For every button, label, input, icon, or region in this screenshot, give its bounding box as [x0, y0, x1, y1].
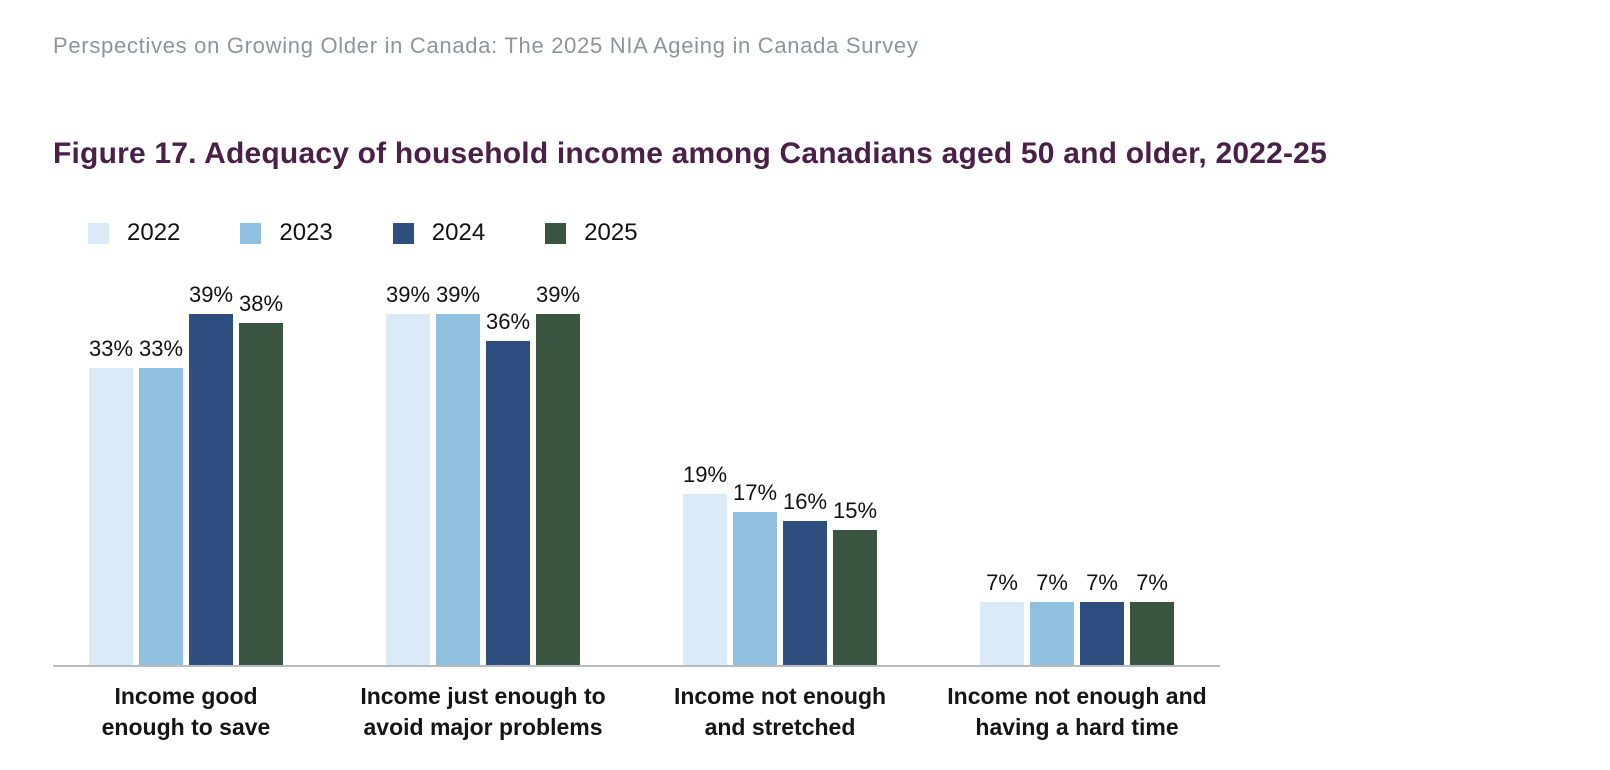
- bar-wrap-2023: 33%: [139, 336, 183, 665]
- bar-value-label: 15%: [832, 498, 878, 523]
- legend-label: 2022: [127, 219, 181, 246]
- bar-2022: [683, 494, 727, 665]
- legend-label: 2023: [279, 219, 333, 246]
- bar-wrap-2022: 7%: [980, 570, 1024, 665]
- legend-swatch-2022: [88, 222, 109, 244]
- legend-label: 2025: [584, 219, 638, 246]
- bar-wrap-2025: 39%: [536, 282, 580, 665]
- bar-2024: [486, 341, 530, 665]
- bar-2025: [239, 323, 283, 665]
- category-label-1: Income good enough to save: [101, 683, 271, 740]
- bar-2023: [139, 368, 183, 665]
- bar-group-2: 39% 39% 36% 39%: [386, 282, 580, 665]
- category-label-3: Income not enough and stretched: [673, 683, 887, 740]
- bar-wrap-2023: 39%: [436, 282, 480, 665]
- bar-value-label: 39%: [435, 282, 481, 307]
- bar-2025: [833, 530, 877, 665]
- bar-2025: [536, 314, 580, 665]
- bar-2022: [386, 314, 430, 665]
- legend-item-2022: 2022: [88, 219, 180, 247]
- chart-legend: 2022 2023 2024 2025: [88, 219, 638, 247]
- bar-2023: [1030, 602, 1074, 665]
- figure-title: Figure 17. Adequacy of household income …: [53, 137, 1327, 170]
- bar-2024: [1080, 602, 1124, 665]
- bar-value-label: 33%: [138, 336, 184, 361]
- report-header-text: Perspectives on Growing Older in Canada:…: [53, 33, 919, 58]
- bar-wrap-2022: 19%: [683, 462, 727, 665]
- legend-label: 2024: [431, 219, 486, 246]
- x-axis-labels: Income good enough to save Income just en…: [53, 681, 1220, 751]
- bar-2024: [783, 521, 827, 665]
- legend-item-2024: 2024: [392, 219, 486, 247]
- bar-wrap-2024: 16%: [783, 489, 827, 665]
- bar-group-1: 33% 33% 39% 38%: [89, 282, 283, 665]
- legend-swatch-2023: [240, 222, 262, 244]
- bar-value-label: 36%: [485, 309, 531, 334]
- category-label-4: Income not enough and having a hard time: [947, 683, 1207, 740]
- bar-group-3: 19% 17% 16% 15%: [683, 462, 877, 665]
- bar-wrap-2022: 33%: [89, 336, 133, 665]
- bar-value-label: 7%: [1086, 570, 1118, 595]
- bar-2022: [980, 602, 1024, 665]
- bar-group-4: 7% 7% 7% 7%: [980, 570, 1174, 665]
- bar-wrap-2024: 7%: [1080, 570, 1124, 665]
- bar-2024: [189, 314, 233, 665]
- legend-item-2023: 2023: [240, 219, 333, 247]
- bar-wrap-2023: 7%: [1030, 570, 1074, 665]
- legend-item-2025: 2025: [545, 219, 638, 247]
- bar-wrap-2024: 39%: [189, 282, 233, 665]
- bar-value-label: 17%: [732, 480, 778, 505]
- bar-2023: [436, 314, 480, 665]
- legend-swatch-2025: [545, 222, 567, 244]
- bar-value-label: 19%: [682, 462, 728, 487]
- bar-2025: [1130, 602, 1174, 665]
- bar-value-label: 39%: [188, 282, 234, 307]
- bar-wrap-2023: 17%: [733, 480, 777, 665]
- bar-wrap-2025: 38%: [239, 291, 283, 665]
- bar-wrap-2025: 7%: [1130, 570, 1174, 665]
- bar-value-label: 33%: [88, 336, 134, 361]
- bar-wrap-2025: 15%: [833, 498, 877, 665]
- bar-value-label: 38%: [238, 291, 284, 316]
- bar-wrap-2024: 36%: [486, 309, 530, 665]
- bar-chart: 33% 33% 39% 38% 39% 39% 36% 39% 19% 17% 16% 15% 7% 7%…: [53, 240, 1220, 667]
- bar-2023: [733, 512, 777, 665]
- bar-value-label: 7%: [1136, 570, 1168, 595]
- bar-value-label: 16%: [782, 489, 828, 514]
- bar-wrap-2022: 39%: [386, 282, 430, 665]
- bar-value-label: 39%: [535, 282, 581, 307]
- category-label-2: Income just enough to avoid major proble…: [360, 683, 606, 740]
- legend-swatch-2024: [392, 222, 414, 244]
- bar-2022: [89, 368, 133, 665]
- bar-value-label: 7%: [986, 570, 1018, 595]
- bar-value-label: 39%: [385, 282, 431, 307]
- bar-value-label: 7%: [1036, 570, 1068, 595]
